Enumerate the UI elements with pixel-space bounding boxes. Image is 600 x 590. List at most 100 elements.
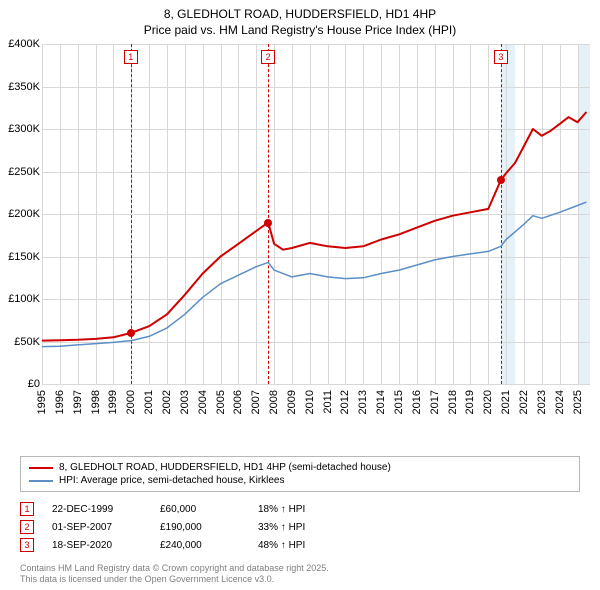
y-tick-label: £300K — [0, 123, 40, 135]
legend-label: 8, GLEDHOLT ROAD, HUDDERSFIELD, HD1 4HP … — [59, 462, 391, 473]
event-row: 318-SEP-2020£240,00048% ↑ HPI — [20, 536, 580, 554]
y-tick-label: £100K — [0, 293, 40, 305]
x-tick-label: 2010 — [304, 390, 316, 414]
gridline-v — [578, 44, 579, 384]
gridline-v — [506, 44, 507, 384]
y-tick-label: £0 — [0, 378, 40, 390]
gridline-h — [42, 214, 590, 215]
event-badge: 2 — [20, 520, 34, 534]
event-date: 22-DEC-1999 — [52, 504, 142, 515]
gridline-v — [167, 44, 168, 384]
gridline-v — [328, 44, 329, 384]
gridline-h — [42, 342, 590, 343]
x-tick-label: 1995 — [36, 390, 48, 414]
x-tick-label: 2008 — [268, 390, 280, 414]
y-tick-label: £150K — [0, 251, 40, 263]
event-date: 01-SEP-2007 — [52, 522, 142, 533]
x-tick-label: 2000 — [125, 390, 137, 414]
x-tick-label: 1997 — [72, 390, 84, 414]
y-tick-label: £400K — [0, 38, 40, 50]
event-row: 201-SEP-2007£190,00033% ↑ HPI — [20, 518, 580, 536]
x-tick-label: 1998 — [90, 390, 102, 414]
x-tick-label: 2024 — [554, 390, 566, 414]
gridline-v — [560, 44, 561, 384]
x-tick-label: 2015 — [393, 390, 405, 414]
plot-area: 123 — [42, 44, 590, 384]
x-tick-label: 2011 — [322, 390, 334, 414]
marker-dot — [497, 176, 505, 184]
x-tick-label: 2013 — [357, 390, 369, 414]
event-row: 1 22-DEC-1999 £60,000 18% ↑ HPI — [20, 500, 580, 518]
legend-label: HPI: Average price, semi-detached house,… — [59, 475, 285, 486]
gridline-h — [42, 129, 590, 130]
x-tick-label: 1996 — [54, 390, 66, 414]
x-tick-label: 2019 — [464, 390, 476, 414]
gridline-v — [60, 44, 61, 384]
title-line-2: Price paid vs. HM Land Registry's House … — [0, 22, 600, 38]
marker-dot — [127, 329, 135, 337]
marker-badge: 3 — [494, 50, 508, 64]
x-tick-label: 1999 — [107, 390, 119, 414]
gridline-h — [42, 384, 590, 385]
legend-row: HPI: Average price, semi-detached house,… — [29, 474, 571, 487]
gridline-v — [292, 44, 293, 384]
gridline-v — [221, 44, 222, 384]
x-tick-label: 2018 — [447, 390, 459, 414]
x-tick-label: 2002 — [161, 390, 173, 414]
gridline-v — [363, 44, 364, 384]
y-tick-label: £250K — [0, 166, 40, 178]
gridline-v — [185, 44, 186, 384]
gridline-h — [42, 44, 590, 45]
event-price: £60,000 — [160, 504, 240, 515]
legend-swatch — [29, 467, 53, 469]
x-tick-label: 2009 — [286, 390, 298, 414]
legend-swatch — [29, 480, 53, 482]
gridline-v — [470, 44, 471, 384]
gridline-v — [149, 44, 150, 384]
title-line-1: 8, GLEDHOLT ROAD, HUDDERSFIELD, HD1 4HP — [0, 6, 600, 22]
x-tick-label: 2016 — [411, 390, 423, 414]
legend: 8, GLEDHOLT ROAD, HUDDERSFIELD, HD1 4HP … — [20, 456, 580, 492]
gridline-v — [113, 44, 114, 384]
gridline-v — [435, 44, 436, 384]
x-tick-label: 2025 — [572, 390, 584, 414]
gridline-v — [542, 44, 543, 384]
gridline-v — [96, 44, 97, 384]
x-tick-label: 2023 — [536, 390, 548, 414]
event-delta: 33% ↑ HPI — [258, 522, 305, 533]
y-tick-label: £200K — [0, 208, 40, 220]
gridline-v — [256, 44, 257, 384]
event-delta: 18% ↑ HPI — [258, 504, 305, 515]
event-badge: 1 — [20, 502, 34, 516]
x-tick-label: 2017 — [429, 390, 441, 414]
event-date: 18-SEP-2020 — [52, 540, 142, 551]
x-tick-label: 2001 — [143, 390, 155, 414]
event-badge: 3 — [20, 538, 34, 552]
title-block: 8, GLEDHOLT ROAD, HUDDERSFIELD, HD1 4HP … — [0, 0, 600, 38]
footer-line-1: Contains HM Land Registry data © Crown c… — [20, 563, 329, 575]
gridline-v — [274, 44, 275, 384]
gridline-v — [417, 44, 418, 384]
x-tick-label: 2014 — [375, 390, 387, 414]
footer: Contains HM Land Registry data © Crown c… — [20, 563, 329, 586]
x-tick-label: 2012 — [339, 390, 351, 414]
x-tick-label: 2022 — [518, 390, 530, 414]
marker-line — [501, 44, 502, 384]
x-tick-label: 2005 — [215, 390, 227, 414]
x-tick-label: 2020 — [482, 390, 494, 414]
x-tick-label: 2021 — [500, 390, 512, 414]
footer-line-2: This data is licensed under the Open Gov… — [20, 574, 329, 586]
event-price: £240,000 — [160, 540, 240, 551]
gridline-v — [42, 44, 43, 384]
gridline-v — [399, 44, 400, 384]
y-tick-label: £50K — [0, 336, 40, 348]
gridline-v — [488, 44, 489, 384]
marker-line — [268, 44, 269, 384]
gridline-v — [381, 44, 382, 384]
events-table: 1 22-DEC-1999 £60,000 18% ↑ HPI 2 01-SEP-2007… — [20, 500, 580, 554]
x-tick-label: 2007 — [250, 390, 262, 414]
legend-row: 8, GLEDHOLT ROAD, HUDDERSFIELD, HD1 4HP … — [29, 461, 571, 474]
x-tick-label: 2003 — [179, 390, 191, 414]
gridline-v — [78, 44, 79, 384]
gridline-h — [42, 172, 590, 173]
